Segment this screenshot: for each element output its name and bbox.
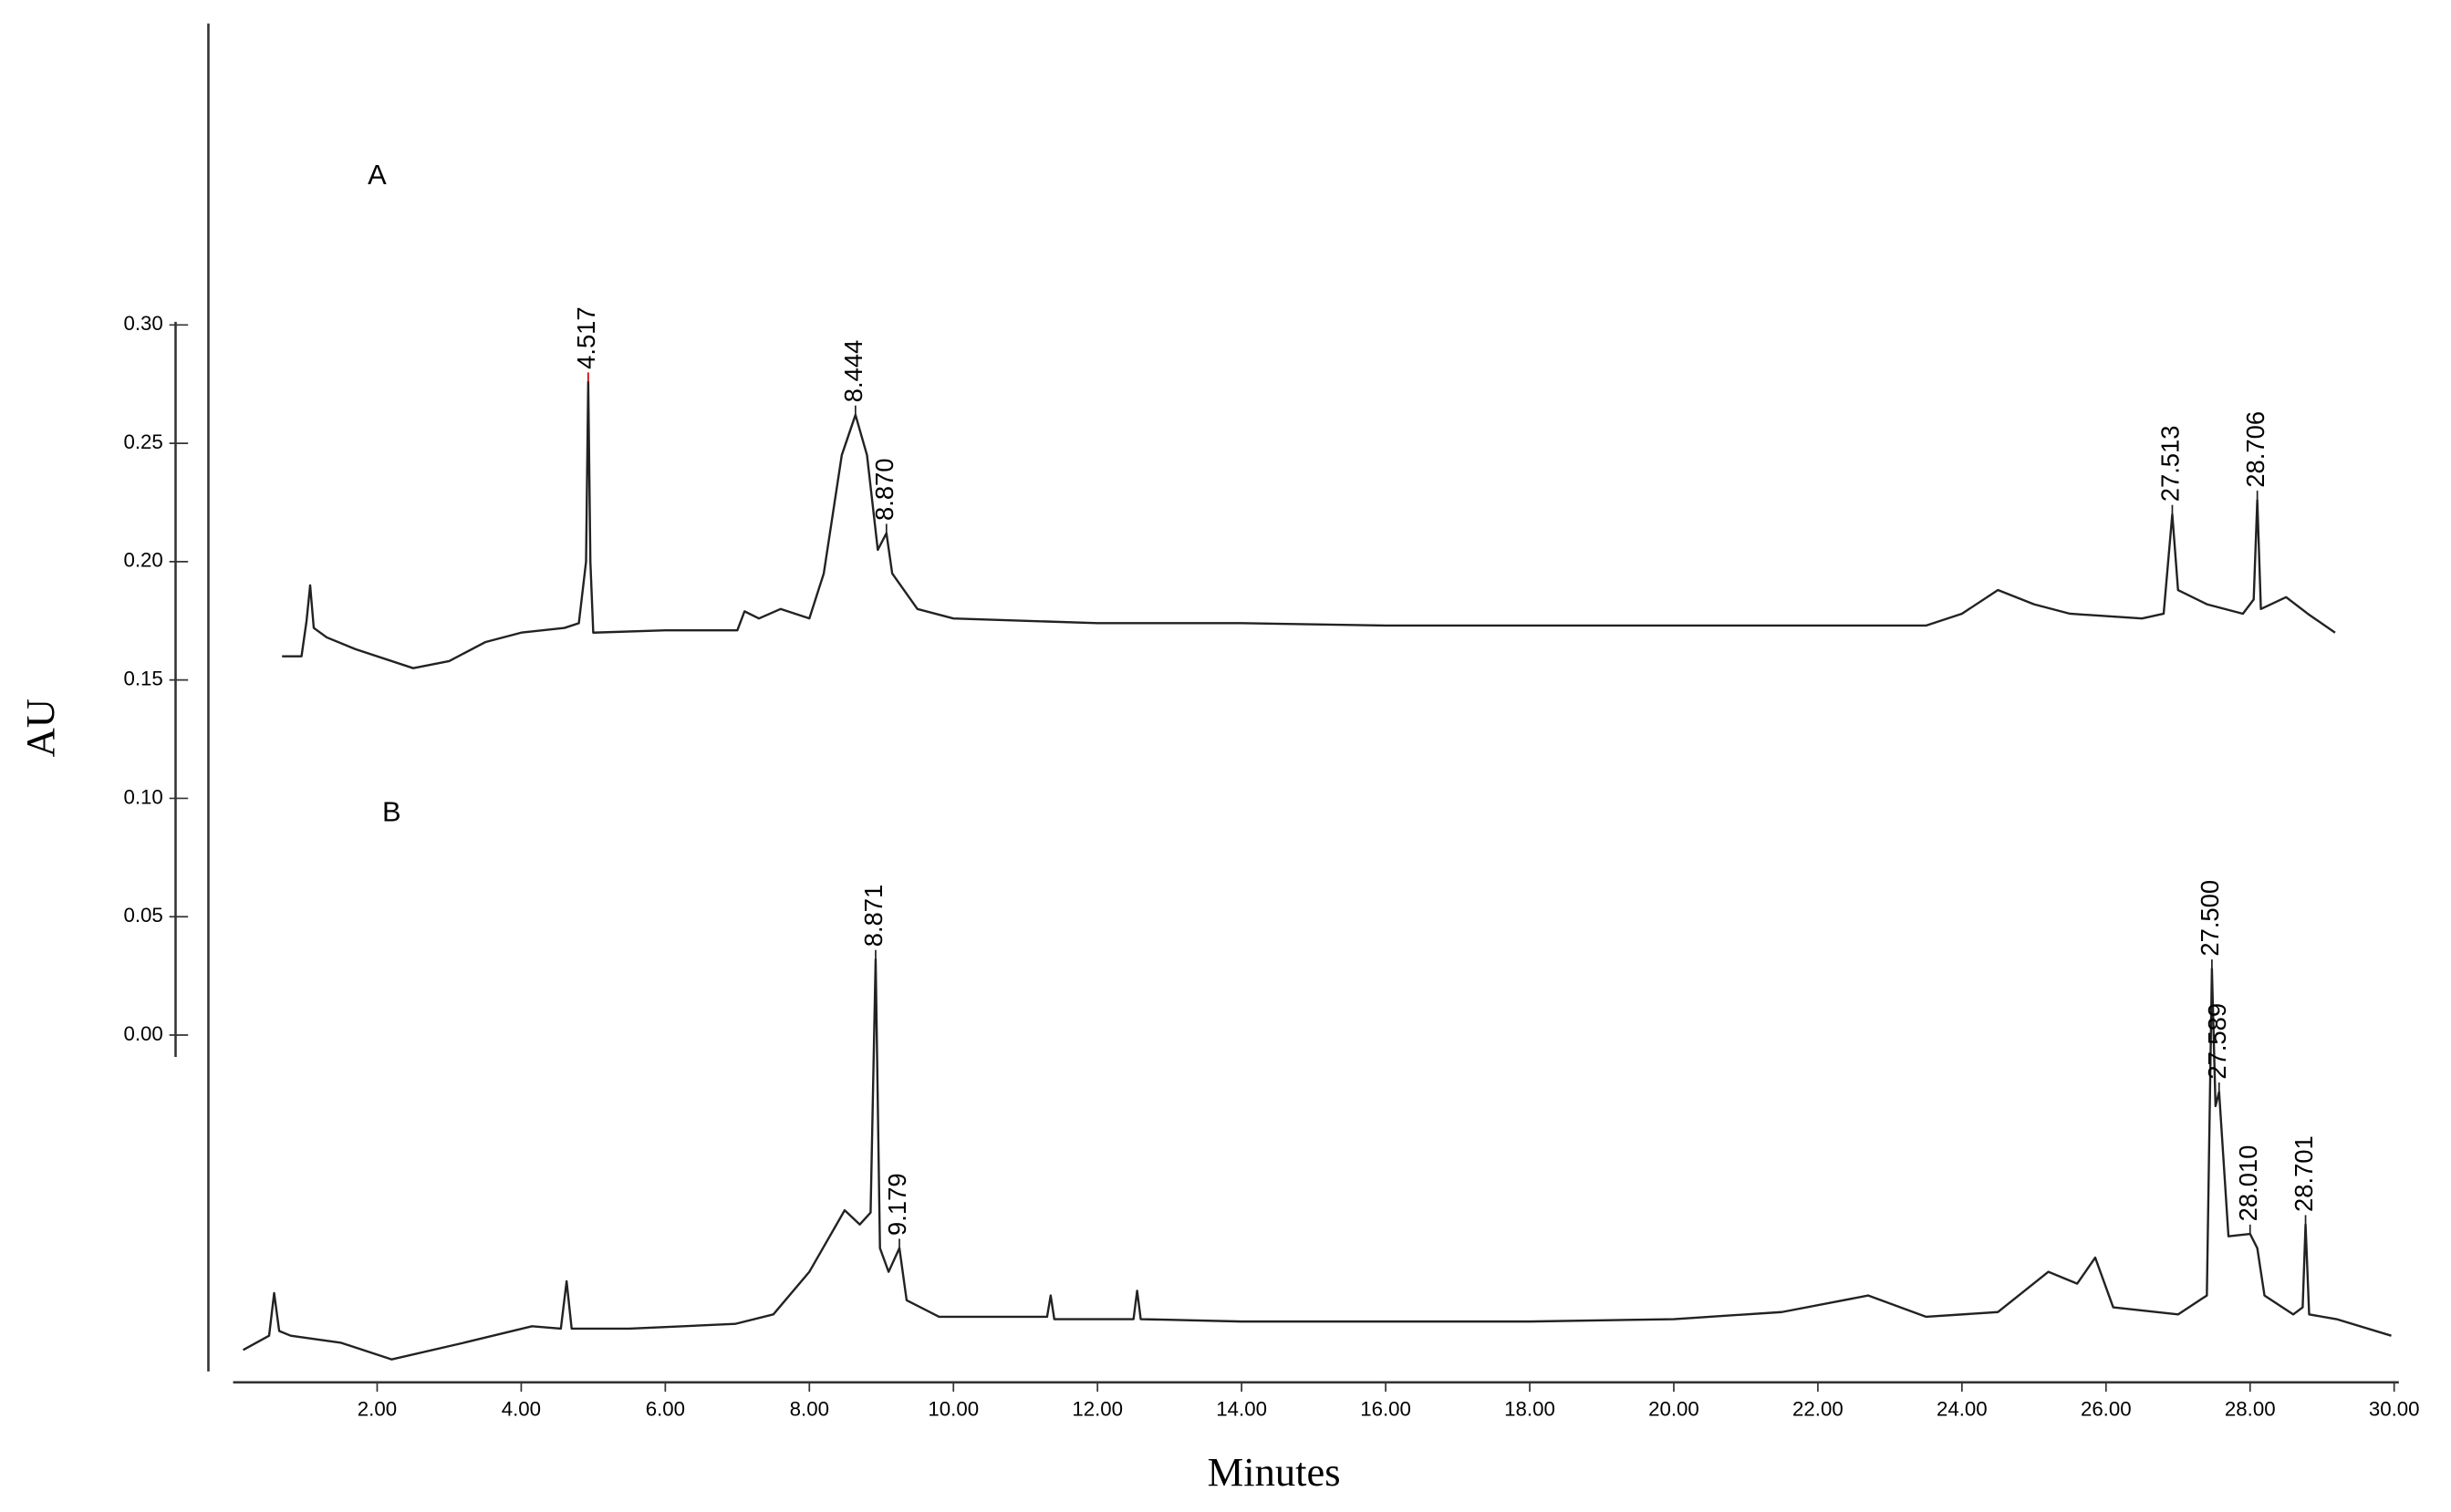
- panel-label: A: [368, 159, 387, 191]
- x-tick-label: 18.00: [1504, 1398, 1555, 1421]
- y-tick-label: 0.20: [123, 549, 162, 572]
- x-tick-label: 22.00: [1792, 1398, 1843, 1421]
- y-tick-label: 0.25: [123, 430, 162, 453]
- x-tick-label: 16.00: [1360, 1398, 1411, 1421]
- x-tick-label: 20.00: [1648, 1398, 1699, 1421]
- x-tick-label: 6.00: [646, 1398, 685, 1421]
- x-tick-label: 28.00: [2225, 1398, 2276, 1421]
- peak-label: 8.871: [859, 885, 888, 948]
- peak-label: 27.589: [2203, 1003, 2231, 1080]
- peak-label: 28.706: [2241, 411, 2269, 488]
- peak-label: 4.517: [572, 306, 600, 369]
- peak-label: 27.513: [2156, 425, 2185, 502]
- x-axis-title: Minutes: [1208, 1449, 1341, 1495]
- trace: [282, 380, 2336, 669]
- peak-label: 27.500: [2196, 880, 2224, 957]
- y-tick-label: 0.30: [123, 312, 162, 335]
- trace: [242, 958, 2392, 1361]
- peak-label: 9.179: [883, 1173, 911, 1236]
- y-axis-title: AU: [17, 699, 63, 757]
- peak-label: 28.010: [2234, 1145, 2262, 1222]
- y-tick-label: 0.10: [123, 785, 162, 808]
- x-tick-label: 26.00: [2081, 1398, 2132, 1421]
- x-tick-label: 10.00: [928, 1398, 979, 1421]
- peak-label: 28.701: [2290, 1135, 2318, 1212]
- peak-label: 8.870: [870, 458, 898, 521]
- panel-label: B: [382, 795, 401, 827]
- y-tick-label: 0.00: [123, 1022, 162, 1045]
- x-tick-label: 14.00: [1216, 1398, 1267, 1421]
- y-tick-label: 0.15: [123, 668, 162, 690]
- x-tick-label: 12.00: [1072, 1398, 1123, 1421]
- x-tick-label: 24.00: [1937, 1398, 1988, 1421]
- x-tick-label: 8.00: [790, 1398, 829, 1421]
- peak-label: 8.444: [839, 340, 867, 403]
- x-tick-label: 4.00: [502, 1398, 541, 1421]
- x-tick-label: 30.00: [2369, 1398, 2420, 1421]
- x-tick-label: 2.00: [358, 1398, 397, 1421]
- y-tick-label: 0.05: [123, 904, 162, 927]
